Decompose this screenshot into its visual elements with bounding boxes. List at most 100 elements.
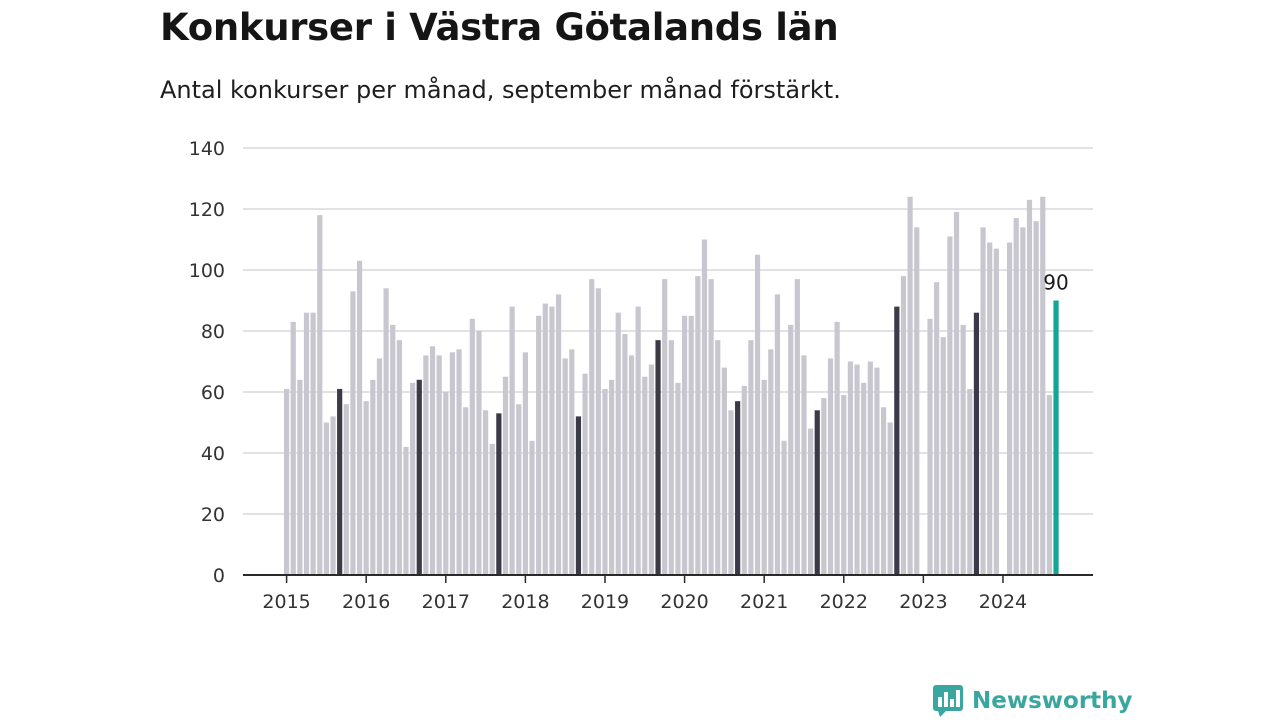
bar <box>436 355 442 575</box>
bar <box>841 395 847 575</box>
bar <box>1026 199 1033 575</box>
bar <box>953 212 960 576</box>
bar <box>808 428 814 575</box>
bar <box>781 440 787 575</box>
bar <box>662 279 668 575</box>
bar <box>681 315 688 575</box>
bar <box>509 306 515 575</box>
bar <box>443 392 449 575</box>
chart-title: Konkurser i Västra Götalands län <box>160 6 839 49</box>
bar <box>1013 218 1019 575</box>
y-tick-label: 100 <box>189 260 225 282</box>
bar <box>880 407 887 575</box>
bar <box>516 404 522 575</box>
bar <box>741 385 747 575</box>
bar <box>463 407 469 575</box>
bar <box>370 379 376 575</box>
bar <box>907 196 913 576</box>
bar <box>536 315 542 575</box>
data-labels: 90 <box>1043 271 1068 295</box>
x-tick-label: 2021 <box>740 591 788 613</box>
bar <box>927 318 933 575</box>
bar <box>814 410 820 575</box>
y-tick-label: 60 <box>201 382 225 404</box>
bar <box>542 303 548 575</box>
bar <box>821 398 827 575</box>
bar <box>1007 242 1013 576</box>
bar <box>330 416 336 575</box>
bar <box>569 349 575 575</box>
bar <box>1033 221 1039 575</box>
x-tick-label: 2016 <box>342 591 390 613</box>
bar <box>476 331 482 575</box>
y-tick-label: 140 <box>189 138 225 160</box>
newsworthy-logo-icon <box>933 685 963 717</box>
bar <box>595 288 601 575</box>
bar <box>403 446 409 575</box>
bar <box>675 382 681 575</box>
bar <box>449 352 456 575</box>
bar <box>529 440 535 575</box>
bar <box>947 236 953 575</box>
x-axis-ticks: 2015 2016 2017 2018 2019 2020 2021 2022 2023 2024 <box>262 575 1027 613</box>
bar <box>847 361 853 575</box>
y-tick-label: 80 <box>201 321 225 343</box>
x-tick-label: 2024 <box>979 591 1027 613</box>
bar <box>496 413 502 575</box>
bar <box>934 282 940 575</box>
x-tick-label: 2020 <box>660 591 708 613</box>
bar <box>788 324 794 575</box>
bar <box>761 379 767 575</box>
bar <box>396 340 402 575</box>
bar <box>469 318 475 575</box>
bar <box>1020 227 1026 576</box>
bar <box>980 227 986 576</box>
bar <box>874 367 880 575</box>
x-tick-label: 2017 <box>422 591 470 613</box>
bar <box>589 279 595 575</box>
bar <box>728 410 734 575</box>
bar <box>522 352 528 575</box>
bar <box>502 376 509 575</box>
bar <box>794 279 800 575</box>
bar <box>668 340 674 575</box>
bar <box>423 355 429 575</box>
bar <box>655 340 661 575</box>
bar <box>549 306 555 575</box>
bar <box>356 260 363 575</box>
bar <box>834 321 840 575</box>
bar <box>774 294 781 575</box>
bar <box>1046 395 1052 575</box>
bar <box>642 376 648 575</box>
newsworthy-logo-text: Newsworthy <box>972 688 1133 714</box>
bar <box>967 388 973 575</box>
bar <box>748 340 754 575</box>
bar <box>635 306 641 575</box>
bar <box>303 312 310 575</box>
bar <box>867 361 873 575</box>
bar <box>562 358 568 575</box>
bar <box>768 349 774 575</box>
x-tick-label: 2018 <box>501 591 549 613</box>
bar <box>973 312 980 575</box>
bar <box>754 254 761 575</box>
bar <box>317 215 323 575</box>
bar <box>290 321 296 575</box>
bar <box>987 242 993 576</box>
x-tick-label: 2022 <box>820 591 868 613</box>
bar <box>1040 196 1046 576</box>
bar <box>854 364 860 575</box>
bar <box>390 324 396 575</box>
bar <box>410 382 416 575</box>
bar <box>376 358 383 575</box>
bar <box>648 364 655 575</box>
bar <box>297 379 303 575</box>
bar <box>555 294 562 575</box>
bar <box>622 334 628 575</box>
bar <box>343 404 349 575</box>
bar-series <box>284 196 1059 576</box>
newsworthy-logo: Newsworthy <box>932 684 1133 718</box>
bar <box>429 346 436 575</box>
bar <box>940 337 946 575</box>
